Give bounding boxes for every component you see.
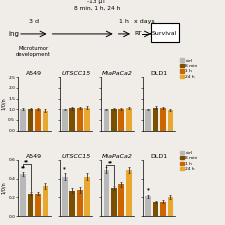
Bar <box>168 110 173 131</box>
Bar <box>43 186 48 216</box>
Bar <box>84 108 90 131</box>
Bar <box>28 194 34 216</box>
Bar <box>145 109 151 131</box>
Text: 3 d: 3 d <box>29 19 39 24</box>
Bar <box>111 109 117 131</box>
Bar <box>145 196 151 216</box>
Bar <box>84 177 90 216</box>
Bar <box>77 190 83 216</box>
Title: DLD1: DLD1 <box>151 154 168 159</box>
Text: **: ** <box>108 160 113 165</box>
Bar <box>69 108 75 131</box>
Bar <box>43 111 48 131</box>
Text: **: ** <box>24 159 29 164</box>
Bar <box>28 109 34 131</box>
Title: A549: A549 <box>26 71 42 76</box>
Y-axis label: 1/0/n: 1/0/n <box>1 98 6 110</box>
Text: Survival: Survival <box>152 32 178 36</box>
Bar <box>118 184 124 216</box>
Bar <box>111 188 117 216</box>
Bar <box>20 174 26 216</box>
Bar <box>153 108 158 131</box>
Y-axis label: 1/0/n: 1/0/n <box>1 182 6 194</box>
Bar <box>35 109 41 131</box>
Text: Microtumor
development: Microtumor development <box>16 46 51 57</box>
Bar <box>118 109 124 131</box>
Legend: ctrl, 8 min, 1 h, 24 h: ctrl, 8 min, 1 h, 24 h <box>180 151 198 171</box>
Title: UTSCC15: UTSCC15 <box>61 71 90 76</box>
Bar <box>104 109 109 131</box>
Text: x days: x days <box>134 19 154 24</box>
Bar <box>20 109 26 131</box>
Bar <box>160 108 166 131</box>
Text: *: * <box>63 166 66 171</box>
Text: **: ** <box>20 165 26 170</box>
Text: *: * <box>147 188 149 193</box>
FancyBboxPatch shape <box>151 22 179 42</box>
Title: A549: A549 <box>26 154 42 159</box>
Bar <box>104 170 109 216</box>
Text: 1 h: 1 h <box>119 19 128 24</box>
Text: BEMER signal
-13 µT
8 min, 1 h, 24 h: BEMER signal -13 µT 8 min, 1 h, 24 h <box>74 0 120 11</box>
Bar <box>62 109 68 131</box>
Bar <box>77 108 83 131</box>
Bar <box>126 108 132 131</box>
Title: UTSCC15: UTSCC15 <box>61 154 90 159</box>
Bar <box>160 202 166 216</box>
Title: MiaPaCa2: MiaPaCa2 <box>102 71 133 76</box>
Bar <box>153 202 158 216</box>
Bar <box>126 170 132 216</box>
Text: RT: RT <box>135 32 142 36</box>
Bar <box>62 177 68 216</box>
Bar <box>69 191 75 216</box>
Legend: ctrl, 8 min, 1 h, 24 h: ctrl, 8 min, 1 h, 24 h <box>180 58 198 79</box>
Title: MiaPaCa2: MiaPaCa2 <box>102 154 133 159</box>
Text: ing: ing <box>9 31 19 37</box>
Bar <box>35 194 41 216</box>
Title: DLD1: DLD1 <box>151 71 168 76</box>
Bar <box>168 197 173 216</box>
